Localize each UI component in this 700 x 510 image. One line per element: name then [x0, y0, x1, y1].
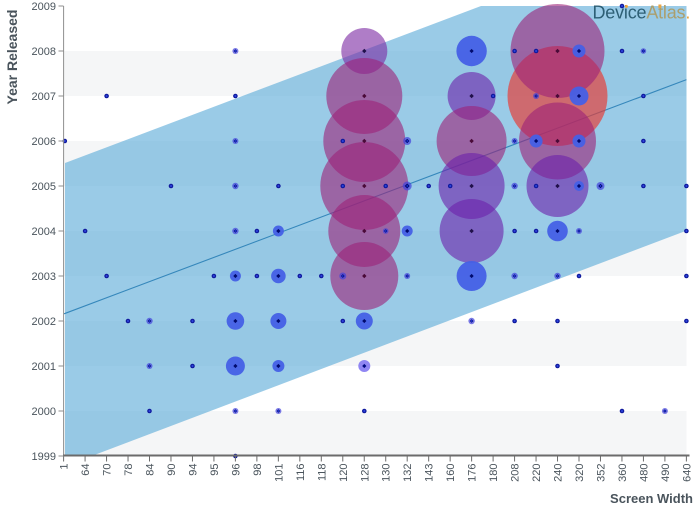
svg-text:118: 118	[316, 464, 328, 482]
svg-text:208: 208	[510, 464, 522, 482]
svg-text:128: 128	[359, 464, 371, 482]
svg-text:480: 480	[638, 464, 650, 482]
svg-text:132: 132	[402, 464, 414, 482]
svg-text:84: 84	[145, 464, 157, 476]
svg-text:120: 120	[338, 464, 350, 482]
svg-text:2008: 2008	[32, 46, 56, 58]
svg-text:94: 94	[188, 464, 200, 476]
svg-text:1: 1	[59, 464, 71, 470]
svg-text:320: 320	[574, 464, 586, 482]
svg-text:90: 90	[166, 464, 178, 476]
svg-text:DeviceAtlas.: DeviceAtlas.	[593, 3, 691, 23]
svg-text:2000: 2000	[32, 406, 56, 418]
svg-text:64: 64	[80, 464, 92, 476]
svg-text:2001: 2001	[32, 361, 56, 373]
svg-text:95: 95	[209, 464, 221, 476]
svg-text:130: 130	[381, 464, 393, 482]
svg-text:2007: 2007	[32, 91, 56, 103]
svg-text:143: 143	[424, 464, 436, 482]
svg-text:78: 78	[123, 464, 135, 476]
svg-text:490: 490	[660, 464, 672, 482]
svg-text:98: 98	[252, 464, 264, 476]
svg-text:2009: 2009	[32, 1, 56, 13]
svg-text:70: 70	[102, 464, 114, 476]
svg-text:240: 240	[553, 464, 565, 482]
svg-text:116: 116	[295, 464, 307, 482]
svg-text:Screen Width: Screen Width	[610, 491, 693, 506]
svg-text:352: 352	[596, 464, 608, 482]
svg-text:1999: 1999	[32, 451, 56, 463]
svg-text:640: 640	[681, 464, 693, 482]
svg-text:2005: 2005	[32, 181, 56, 193]
svg-text:360: 360	[617, 464, 629, 482]
svg-text:101: 101	[273, 464, 285, 482]
svg-text:2003: 2003	[32, 271, 56, 283]
svg-text:Year Released: Year Released	[4, 10, 20, 105]
svg-text:2002: 2002	[32, 316, 56, 328]
svg-text:96: 96	[230, 464, 242, 476]
svg-text:176: 176	[467, 464, 479, 482]
svg-text:2004: 2004	[32, 226, 56, 238]
svg-text:160: 160	[445, 464, 457, 482]
svg-text:220: 220	[531, 464, 543, 482]
svg-text:180: 180	[488, 464, 500, 482]
svg-text:2006: 2006	[32, 136, 56, 148]
